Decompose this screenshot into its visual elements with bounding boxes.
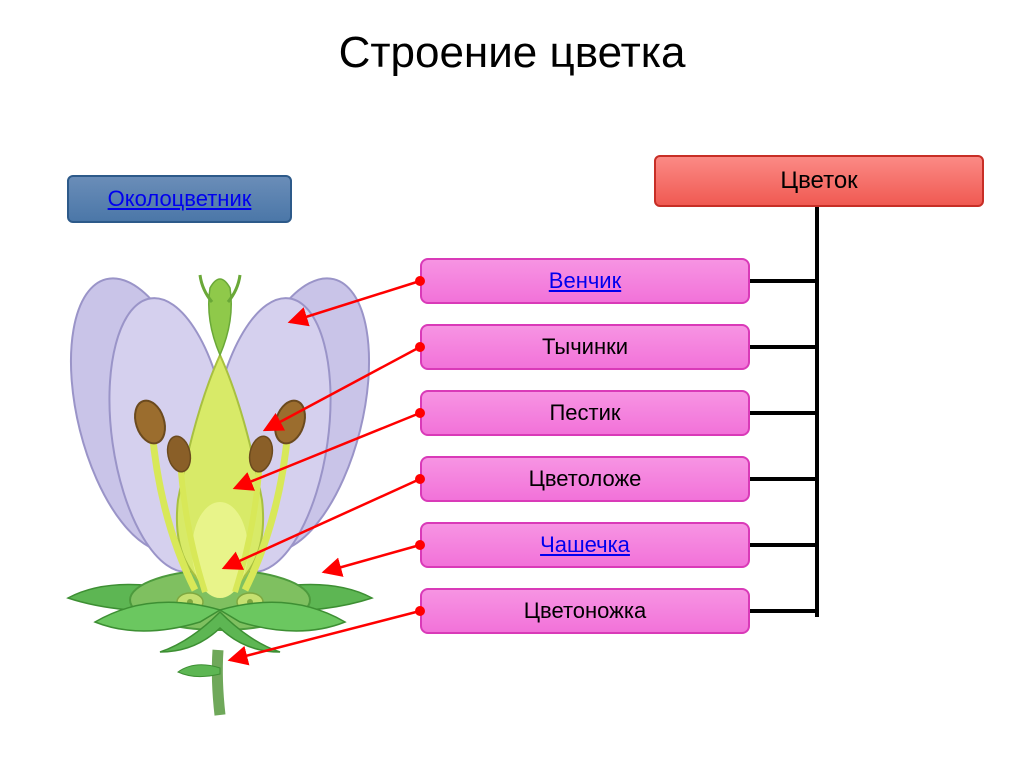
tree-branch-5 bbox=[750, 609, 819, 613]
part-label-2: Пестик bbox=[549, 400, 620, 426]
flower-root-label: Цветок bbox=[780, 167, 857, 195]
part-box-3: Цветоложе bbox=[420, 456, 750, 502]
tree-branch-4 bbox=[750, 543, 819, 547]
tree-branch-3 bbox=[750, 477, 819, 481]
flower-illustration bbox=[40, 260, 400, 720]
tree-branch-2 bbox=[750, 411, 819, 415]
part-box-1: Тычинки bbox=[420, 324, 750, 370]
part-label-4: Чашечка bbox=[540, 532, 630, 558]
part-label-0: Венчик bbox=[549, 268, 621, 294]
part-label-5: Цветоножка bbox=[524, 598, 646, 624]
tree-branch-0 bbox=[750, 279, 819, 283]
part-box-5: Цветоножка bbox=[420, 588, 750, 634]
perianth-box[interactable]: Околоцветник bbox=[67, 175, 292, 223]
part-box-2: Пестик bbox=[420, 390, 750, 436]
part-box-4[interactable]: Чашечка bbox=[420, 522, 750, 568]
part-box-0[interactable]: Венчик bbox=[420, 258, 750, 304]
page-title: Строение цветка bbox=[0, 0, 1024, 78]
part-label-3: Цветоложе bbox=[529, 466, 642, 492]
flower-root-box: Цветок bbox=[654, 155, 984, 207]
perianth-label: Околоцветник bbox=[108, 186, 252, 212]
part-label-1: Тычинки bbox=[542, 334, 628, 360]
tree-branch-1 bbox=[750, 345, 819, 349]
